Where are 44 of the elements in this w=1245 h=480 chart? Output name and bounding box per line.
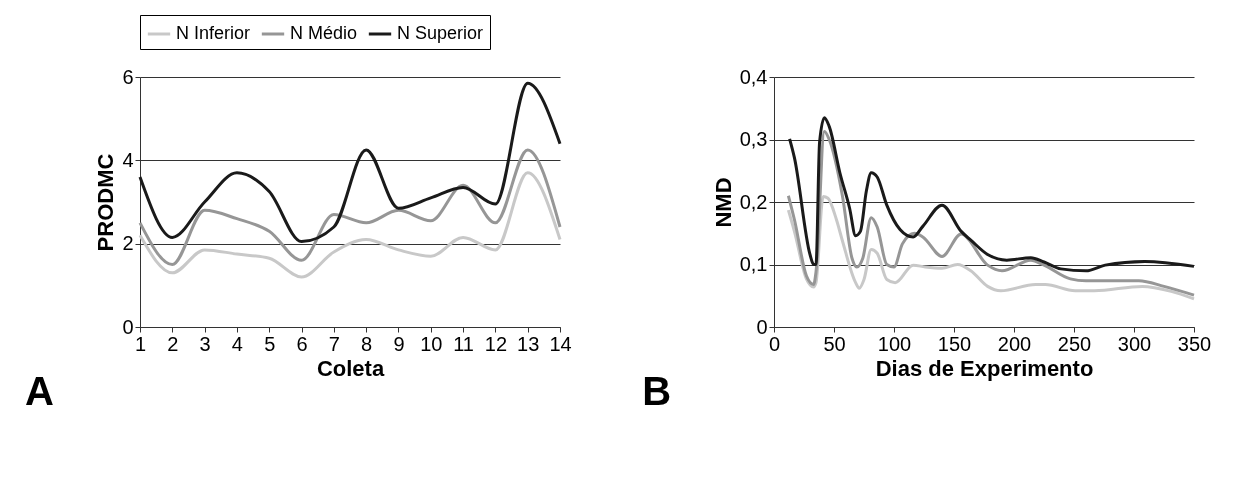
text: A xyxy=(24,369,54,413)
x-tick-label: 4 xyxy=(231,332,243,355)
line-series xyxy=(138,81,562,244)
y-tick-label: 4 xyxy=(122,148,134,171)
y-tick-label: 0 xyxy=(756,315,768,338)
x-tick-label: 14 xyxy=(549,332,572,355)
x-tick-label: 1 xyxy=(134,332,147,355)
y-axis-title: PRODMC xyxy=(93,153,119,252)
legend-label: N Médio xyxy=(290,23,358,43)
x-axis-title: Coleta xyxy=(316,355,385,381)
x-tick-label: 6 xyxy=(296,332,308,355)
legend-label: N Superior xyxy=(397,23,484,43)
y-tick-label: 0,1 xyxy=(739,253,768,275)
x-tick-label: 10 xyxy=(420,332,443,355)
y-tick-label: 0 xyxy=(122,315,134,338)
line-series xyxy=(786,129,1196,297)
x-tick-label: 5 xyxy=(264,332,276,355)
x-tick-label: 9 xyxy=(393,332,405,355)
y-axis-title: NMD xyxy=(710,177,736,228)
x-tick-label: 250 xyxy=(1057,332,1092,355)
x-tick-label: 13 xyxy=(517,332,540,355)
x-tick-label: 8 xyxy=(361,332,373,355)
x-axis-title: Dias de Experimento xyxy=(875,355,1094,381)
line-series xyxy=(788,116,1196,273)
x-tick-label: 350 xyxy=(1177,332,1212,355)
x-tick-label: 200 xyxy=(997,332,1032,355)
x-tick-label: 100 xyxy=(877,332,912,355)
x-tick-label: 3 xyxy=(199,332,211,355)
y-tick-label: 6 xyxy=(122,65,134,88)
y-tick-label: 0,3 xyxy=(739,128,768,150)
x-tick-label: 2 xyxy=(167,332,179,355)
x-tick-label: 11 xyxy=(453,332,474,355)
x-tick-label: 12 xyxy=(484,332,508,355)
y-tick-label: 2 xyxy=(122,232,134,255)
y-tick-label: 0,2 xyxy=(739,190,768,213)
legend-label: N Inferior xyxy=(176,23,251,43)
x-tick-label: 150 xyxy=(937,332,972,355)
x-tick-label: 50 xyxy=(823,332,846,355)
line-series xyxy=(138,171,562,279)
x-tick-label: 300 xyxy=(1117,332,1152,355)
text: B xyxy=(642,369,672,413)
y-tick-label: 0,4 xyxy=(739,65,768,88)
x-tick-label: 7 xyxy=(328,332,340,355)
line-series xyxy=(138,148,562,266)
